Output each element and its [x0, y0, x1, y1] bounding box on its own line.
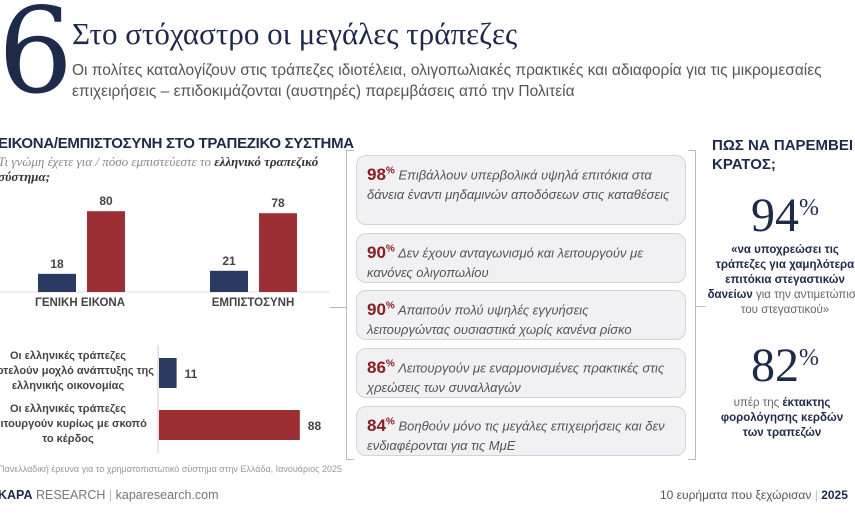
- finding-text: Λειτουργούν με εναρμονισμένες πρακτικές …: [367, 360, 665, 395]
- column-bar: [87, 211, 125, 292]
- stat-bold: έκτακτης φορολόγησης κερδών των τραπεζών: [720, 397, 844, 439]
- stat-value: 94: [751, 189, 799, 242]
- percent-sign: %: [385, 358, 395, 369]
- stat-94-text: «να υποχρεώσει τις τράπεζες για χαμηλότε…: [705, 243, 855, 318]
- column-bar: [210, 270, 248, 292]
- footnote: Πανελλαδική έρευνα για το χρηματοπιστωτι…: [0, 464, 342, 474]
- finding-text: Βοηθούν μόνο τις μεγάλες επιχειρήσεις κα…: [367, 418, 665, 453]
- percent-value: 90: [367, 242, 386, 262]
- finding-text: Επιβάλλουν υπερβολικά υψηλά επιτόκια στα…: [367, 167, 670, 202]
- bracket: [688, 150, 696, 460]
- logo-bold: KAPA: [0, 488, 33, 502]
- stat-bold: «να υποχρεώσει τις τράπεζες για χαμηλότε…: [707, 244, 855, 301]
- data-label: 21: [222, 254, 236, 268]
- finding-box: 90% Απαιτούν πολύ υψηλές εγγυήσεις λειτο…: [356, 290, 686, 340]
- finding-box: 98% Επιβάλλουν υπερβολικά υψηλά επιτόκια…: [356, 155, 686, 225]
- stat-value: 82: [751, 339, 799, 392]
- bracket: [346, 150, 354, 460]
- stat-94: 94%: [700, 192, 855, 240]
- stat-82: 82%: [700, 342, 855, 390]
- horizontal-bar-chart: 11 88: [157, 345, 322, 453]
- data-label: 80: [99, 194, 113, 208]
- percent-value: 84: [367, 415, 386, 435]
- percent-sign: %: [385, 300, 395, 311]
- column-bar: [259, 213, 297, 292]
- question-text: Τι γνώμη έχετε για / πόσο εμπιστεύεστε τ…: [0, 154, 215, 169]
- connector-line: [696, 306, 706, 307]
- finding-box: 86% Λειτουργούν με εναρμονισμένες πρακτι…: [356, 348, 686, 398]
- percent-value: 90: [367, 299, 386, 319]
- section-title: ΕΙΚΟΝΑ/ΕΜΠΙΣΤΟΣΥΝΗ ΣΤΟ ΤΡΑΠΕΖΙΚΟ ΣΥΣΤΗΜΑ: [0, 135, 354, 152]
- percent-sign: %: [799, 345, 819, 371]
- hbar-label: Οι ελληνικές τράπεζες λειτουργούν κυρίως…: [0, 403, 147, 445]
- finding-percent: 90%: [367, 300, 395, 319]
- footer-year: 2025: [821, 488, 848, 502]
- stat-pre: υπέρ της: [733, 397, 783, 409]
- finding-percent: 90%: [367, 243, 395, 262]
- page-title: Στο στόχαστρο οι μεγάλες τράπεζες: [72, 16, 518, 51]
- stat-82-text: υπέρ της έκτακτης φορολόγησης κερδών των…: [712, 396, 852, 441]
- data-label: 88: [308, 419, 322, 433]
- finding-percent: 86%: [367, 358, 395, 377]
- question-bold: ελληνικό τραπεζικό σύστημα;: [0, 154, 319, 184]
- finding-box: 84% Βοηθούν μόνο τις μεγάλες επιχειρήσει…: [356, 406, 686, 456]
- column-bar: [38, 273, 76, 292]
- percent-value: 98: [367, 164, 386, 184]
- finding-percent: 98%: [367, 165, 395, 184]
- page-subtitle: Οι πολίτες καταλογίζουν στις τράπεζες ιδ…: [72, 62, 822, 100]
- footer-right: 10 ευρήματα που ξεχώρισαν | 2025: [660, 488, 848, 502]
- slide-number: 6: [0, 0, 73, 120]
- percent-value: 86: [367, 357, 386, 377]
- site-link[interactable]: kaparesearch.com: [115, 488, 219, 502]
- finding-text: Δεν έχουν ανταγωνισμό και λειτουργούν με…: [367, 245, 643, 280]
- category-label: ΓΕΝΙΚΗ ΕΙΚΟΝΑ: [34, 297, 126, 309]
- finding-percent: 84%: [367, 416, 395, 435]
- hbar: [159, 410, 300, 440]
- hbar-label: Οι ελληνικές τράπεζες αποτελούν μοχλό αν…: [0, 350, 154, 392]
- connector-line: [330, 307, 346, 308]
- stat-rest: για την αντιμετώπιση του στεγαστικού»: [740, 289, 855, 316]
- survey-question: Τι γνώμη έχετε για / πόσο εμπιστεύεστε τ…: [0, 154, 343, 184]
- percent-sign: %: [799, 195, 819, 221]
- finding-text: Απαιτούν πολύ υψηλές εγγυήσεις λειτουργώ…: [367, 302, 632, 337]
- hbar: [159, 358, 177, 388]
- data-label: 18: [50, 257, 64, 271]
- percent-sign: %: [385, 165, 395, 176]
- percent-sign: %: [385, 243, 395, 254]
- data-label: 78: [271, 196, 285, 210]
- category-label: ΕΜΠΙΣΤΟΣΥΝΗ: [211, 297, 295, 309]
- right-panel-title: ΠΩΣ ΝΑ ΠΑΡΕΜΒΕΙ ΤΟ ΚΡΑΤΟΣ;: [712, 137, 855, 173]
- logo-text: RESEARCH: [32, 488, 106, 502]
- column-chart: 18 80 21 78: [0, 194, 330, 293]
- footer-brand: KAPA RESEARCH | kaparesearch.com: [0, 488, 219, 502]
- data-label: 11: [185, 367, 198, 381]
- percent-sign: %: [385, 416, 395, 427]
- finding-box: 90% Δεν έχουν ανταγωνισμό και λειτουργού…: [356, 233, 686, 283]
- footer-caption: 10 ευρήματα που ξεχώρισαν: [660, 488, 812, 502]
